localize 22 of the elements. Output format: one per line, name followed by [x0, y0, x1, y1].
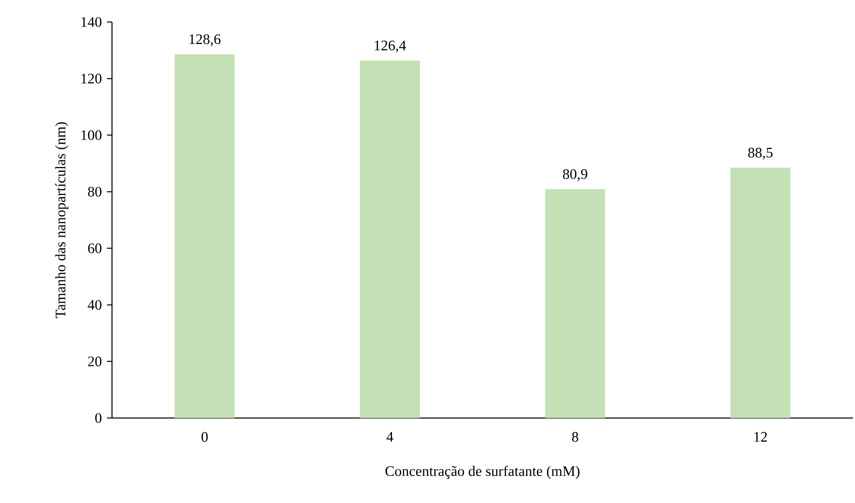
data-label: 88,5: [748, 148, 773, 160]
y-tick-label: 40: [88, 300, 102, 310]
y-tick-label: 100: [82, 130, 102, 140]
bar: [360, 60, 420, 418]
y-tick-label: 120: [82, 74, 102, 84]
x-tick-label: 8: [572, 432, 578, 442]
x-tick-label: 0: [202, 432, 208, 442]
data-label: 128,6: [190, 34, 221, 46]
bar: [730, 168, 790, 418]
data-label: 80,9: [562, 169, 588, 182]
y-tick-label: 80: [88, 186, 102, 197]
x-tick-label: 4: [386, 432, 394, 442]
bar: [174, 54, 235, 418]
y-axis-title: Tamanho das nanopartículas (nm): [55, 122, 68, 318]
y-tick-label: 60: [88, 243, 102, 254]
y-tick-label: 140: [82, 17, 102, 27]
x-axis-title: Concentração de surfatante (mM): [385, 466, 580, 479]
y-tick-label: 20: [88, 356, 102, 366]
bar: [545, 189, 606, 418]
y-tick-label: 0: [95, 413, 102, 423]
data-label: 126,4: [374, 40, 406, 52]
x-tick-label: 12: [754, 432, 767, 442]
